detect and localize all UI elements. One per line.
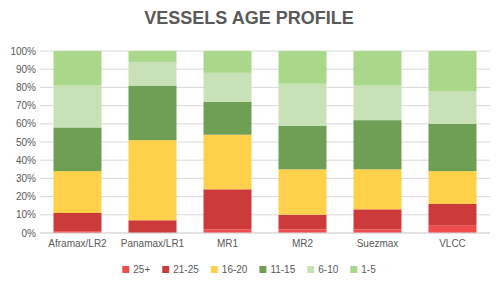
x-tick-label: VLCC (439, 238, 466, 249)
bar-segment (279, 51, 327, 84)
y-tick-label: 100% (10, 46, 36, 57)
x-tick-label: Panamax/LR1 (121, 238, 185, 249)
bar-segment (429, 171, 477, 204)
grid-line (40, 178, 490, 179)
bar-segment (354, 209, 402, 229)
bar-segment (129, 220, 177, 233)
bar-segment (54, 86, 102, 128)
grid-line (40, 233, 490, 234)
bar-segment (204, 135, 252, 190)
title: VESSELS AGE PROFILE (144, 8, 353, 28)
legend-swatch (211, 266, 218, 273)
legend-swatch (259, 266, 266, 273)
bar-segment (204, 73, 252, 102)
legend-swatch (122, 266, 129, 273)
grid-line (40, 142, 490, 143)
legend-label: 11-15 (270, 264, 295, 275)
x-tick-label: Suezmax (357, 238, 399, 249)
bar-segment (204, 229, 252, 233)
grid-line (40, 105, 490, 106)
chart: VESSELS AGE PROFILE 0% 10% 20% 30% 40% 50% 60% 7… (0, 0, 498, 291)
legend-swatch (350, 266, 357, 273)
x-tick-label: MR1 (217, 238, 239, 249)
bar-segment (54, 51, 102, 86)
grid-line (40, 51, 490, 52)
bar-segment (279, 229, 327, 233)
bar-segment (279, 84, 327, 126)
bars (54, 51, 477, 233)
bar-segment (279, 169, 327, 215)
grid-line (40, 196, 490, 197)
bar-segment (429, 91, 477, 124)
bar-segment (279, 126, 327, 170)
bar-segment (204, 102, 252, 135)
bar-segment (129, 140, 177, 220)
grid-line (40, 69, 490, 70)
x-tick-label: MR2 (292, 238, 314, 249)
bar-segment (354, 51, 402, 86)
legend-swatch (307, 266, 314, 273)
bar-segment (129, 62, 177, 86)
bar-segment (354, 169, 402, 209)
legend: 25+ 21-25 16-20 11-15 6-10 1-5 (122, 264, 376, 275)
grid-line (40, 123, 490, 124)
legend-swatch (162, 266, 169, 273)
bar-segment (129, 86, 177, 141)
bar-segment (54, 213, 102, 231)
x-tick-label: Aframax/LR2 (48, 238, 107, 249)
grid-line (40, 214, 490, 215)
legend-label: 21-25 (173, 264, 199, 275)
y-tick-label: 50% (16, 137, 36, 148)
bar-segment (429, 204, 477, 226)
y-tick-label: 30% (16, 173, 36, 184)
bar-segment (354, 229, 402, 233)
bar-segment (429, 226, 477, 233)
y-tick-label: 20% (16, 191, 36, 202)
y-tick-label: 70% (16, 100, 36, 111)
y-tick-label: 60% (16, 118, 36, 129)
bar-segment (204, 189, 252, 229)
y-tick-label: 90% (16, 64, 36, 75)
legend-label: 6-10 (318, 264, 338, 275)
bar-segment (204, 51, 252, 73)
background (0, 0, 498, 291)
y-tick-label: 10% (16, 209, 36, 220)
bar-segment (354, 86, 402, 121)
y-tick-label: 0% (22, 228, 37, 239)
bar-segment (54, 127, 102, 171)
bar-segment (54, 171, 102, 213)
y-tick-label: 80% (16, 82, 36, 93)
bar-segment (354, 120, 402, 169)
bar-segment (279, 215, 327, 230)
y-tick-label: 40% (16, 155, 36, 166)
x-axis (40, 233, 490, 234)
legend-label: 25+ (133, 264, 150, 275)
legend-label: 16-20 (222, 264, 248, 275)
bar-segment (429, 124, 477, 171)
bar-segment (129, 51, 177, 62)
grid-line (40, 87, 490, 88)
bar-segment (429, 51, 477, 91)
grid-line (40, 160, 490, 161)
legend-label: 1-5 (361, 264, 376, 275)
